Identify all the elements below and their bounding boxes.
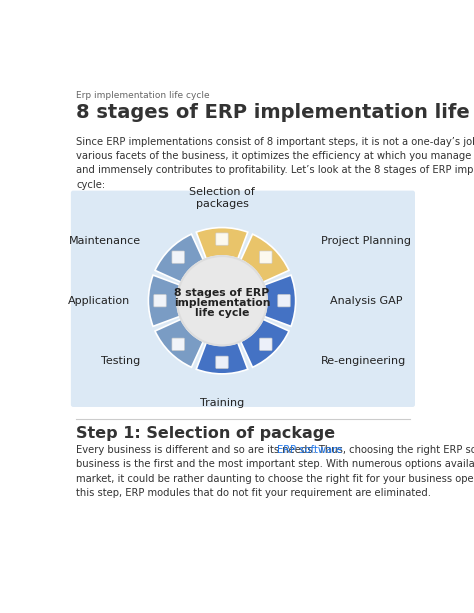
Text: Maintenance: Maintenance xyxy=(69,235,141,246)
Text: life cycle: life cycle xyxy=(195,308,249,318)
FancyBboxPatch shape xyxy=(172,251,184,264)
FancyBboxPatch shape xyxy=(278,295,290,307)
Text: Application: Application xyxy=(68,295,130,306)
FancyBboxPatch shape xyxy=(172,338,184,351)
Text: implementation: implementation xyxy=(174,298,270,308)
Wedge shape xyxy=(264,275,296,326)
FancyBboxPatch shape xyxy=(216,356,228,368)
Wedge shape xyxy=(196,227,248,259)
Text: Selection of
packages: Selection of packages xyxy=(189,187,255,210)
Circle shape xyxy=(177,256,267,345)
Text: ERP software: ERP software xyxy=(277,444,342,455)
Text: 8 stages of ERP: 8 stages of ERP xyxy=(174,288,270,298)
FancyBboxPatch shape xyxy=(260,338,272,351)
Text: Since ERP implementations consist of 8 important steps, it is not a one-day’s jo: Since ERP implementations consist of 8 i… xyxy=(76,137,474,190)
Text: Project Planning: Project Planning xyxy=(321,235,411,246)
FancyBboxPatch shape xyxy=(71,191,415,407)
Wedge shape xyxy=(196,343,248,374)
Wedge shape xyxy=(241,234,289,282)
Wedge shape xyxy=(155,234,203,282)
Text: Step 1: Selection of package: Step 1: Selection of package xyxy=(76,426,336,441)
Wedge shape xyxy=(155,319,203,367)
Text: Training: Training xyxy=(200,398,244,408)
FancyBboxPatch shape xyxy=(260,251,272,264)
Text: Re-engineering: Re-engineering xyxy=(321,356,406,366)
Text: Testing: Testing xyxy=(101,356,141,366)
Text: Every business is different and so are its needs. Thus, choosing the right ERP s: Every business is different and so are i… xyxy=(76,444,474,498)
Wedge shape xyxy=(241,319,289,367)
Text: Analysis GAP: Analysis GAP xyxy=(330,295,403,306)
FancyBboxPatch shape xyxy=(154,295,166,307)
Wedge shape xyxy=(148,275,180,326)
Text: Erp implementation life cycle: Erp implementation life cycle xyxy=(76,91,210,99)
FancyBboxPatch shape xyxy=(216,233,228,245)
Text: 8 stages of ERP implementation life cycle: 8 stages of ERP implementation life cycl… xyxy=(76,103,474,122)
